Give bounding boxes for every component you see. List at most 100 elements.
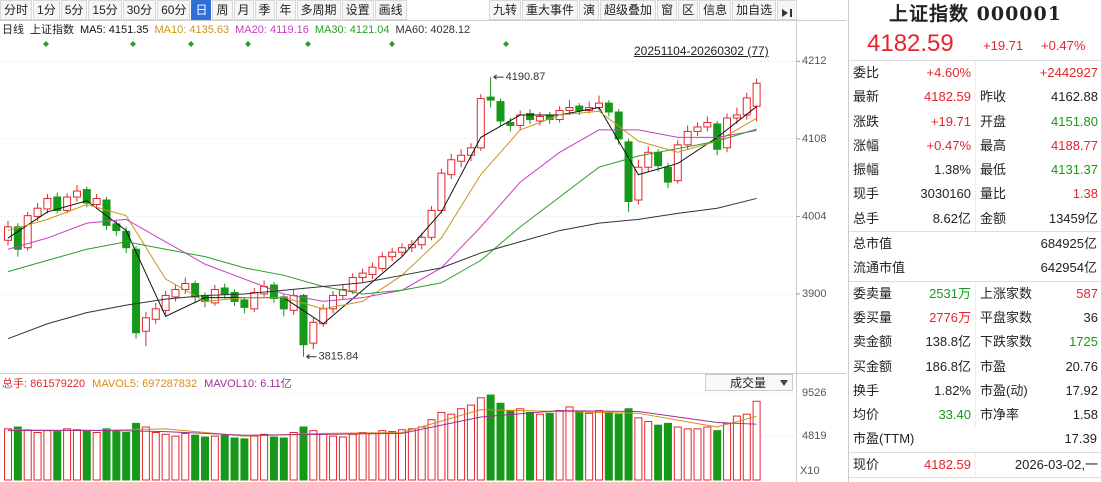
tool-button[interactable]: 九转 [489,0,522,20]
candle-body [72,190,81,198]
candle-body [63,196,72,211]
tool-button[interactable]: 区 [678,0,699,20]
tool-button[interactable]: 演 [579,0,600,20]
quote-change: +19.71 [983,38,1024,53]
tool-button[interactable]: 重大事件 [522,0,579,20]
candle-body [358,272,367,279]
volume-bar [348,433,357,481]
period-button[interactable]: 季 [254,0,275,20]
candle-body [526,113,535,120]
volume-bar [141,426,150,481]
quote-label: 现价 [853,456,880,472]
candle-body [378,256,387,270]
quote-value: +2442927 [1039,65,1098,80]
period-button[interactable]: 1分 [33,0,60,20]
volume-bar [299,426,308,481]
quote-row: 涨幅 +0.47% 最高 4188.77 [849,133,1101,159]
legend-entry: MA5: 4151.35 [80,24,149,36]
candle-body [230,291,239,302]
tool-button[interactable]: 加自选 [732,0,777,20]
quote-value: 4131.37 [1051,162,1098,178]
period-button[interactable]: 画线 [374,0,407,20]
volume-bar [279,437,288,481]
collapse-button[interactable] [777,0,798,20]
quote-section: 现价 4182.59 2026-03-02,一 [849,452,1101,479]
quote-label: 最新 [853,89,880,105]
volume-legend-entry: 总手: 861579220 [2,378,86,390]
candle-body [437,172,446,211]
quote-label: 涨幅 [853,137,880,153]
volume-bar [673,426,682,481]
quote-value: 33.40 [938,407,971,423]
volume-bar [201,436,209,481]
quote-label: 上涨家数 [980,285,1033,301]
tool-button[interactable]: 信息 [699,0,732,20]
candle-body [338,288,347,296]
period-button[interactable]: 多周期 [296,0,341,20]
quote-value: 17.39 [1064,431,1097,447]
candle-body [447,159,456,176]
candle-body [388,251,397,258]
quote-cell: 市盈 20.76 [975,354,1101,379]
quote-label: 换手 [853,382,880,398]
quote-value: 4182.59 [924,456,971,472]
y-tick-label: 4108 [802,133,826,145]
period-button[interactable]: 5分 [60,0,88,20]
candle-body [112,223,121,232]
period-button[interactable]: 设置 [341,0,374,20]
volume-bar [476,397,485,481]
period-button[interactable]: 60分 [157,0,191,20]
candle-body [132,248,141,334]
volume-bar [289,432,298,481]
period-button[interactable]: 30分 [122,0,157,20]
quote-row: 最新 4182.59 昨收 4162.88 [849,85,1101,110]
volume-bar [535,413,544,481]
indicator-selector[interactable]: 成交量 [705,374,793,391]
period-button[interactable]: 15分 [88,0,122,20]
volume-bar [457,408,466,481]
dropdown-icon [780,380,788,386]
quote-label: 最高 [980,137,1007,153]
period-button[interactable]: 周 [212,0,233,20]
quote-value: 1.58 [1072,407,1098,423]
quote-label: 平盘家数 [980,309,1033,325]
candle-body [457,154,466,162]
quote-cell: 卖金额 138.8亿 [849,330,975,354]
quote-cell: 涨幅 +0.47% [849,134,975,158]
quote-value: 642954亿 [1040,260,1097,276]
ma-line [7,106,757,325]
quote-cell: 均价 33.40 [849,403,975,427]
period-button[interactable]: 分时 [0,0,33,20]
volume-bar [358,432,367,481]
candle-body [92,198,101,205]
legend-entry: MA10: 4135.63 [154,24,230,36]
quote-cell: 委买量 2776万 [849,306,975,330]
annotation-arrow [306,354,317,360]
quote-row: 总市值 684925亿 [849,232,1101,256]
volume-bar [595,410,603,481]
period-button[interactable]: 月 [233,0,254,20]
quote-label: 金额 [980,210,1007,226]
volume-ma-line [7,410,757,436]
quote-label: 市盈(TTM) [853,431,915,447]
candle-body [417,236,426,246]
volume-bar [486,394,495,481]
period-button[interactable]: 日 [191,0,212,20]
volume-bar [43,430,52,481]
volume-bar [151,432,160,481]
quote-cell: 最高 4188.77 [975,133,1101,159]
volume-bar [4,428,12,481]
ma-line [7,110,757,310]
quote-value: 1725 [1069,334,1098,350]
tool-button[interactable]: 超级叠加 [600,0,657,20]
volume-bar [191,434,200,481]
quote-label: 委卖量 [853,285,893,301]
quote-label: 委买量 [853,309,893,325]
y-tick-label: 4819 [802,430,826,442]
quote-value: +4.60% [926,65,971,80]
quote-row: 振幅 1.38% 最低 4131.37 [849,158,1101,183]
period-button[interactable]: 年 [275,0,296,20]
tool-button[interactable]: 窗 [657,0,678,20]
quote-label: 下跌家数 [980,334,1033,350]
